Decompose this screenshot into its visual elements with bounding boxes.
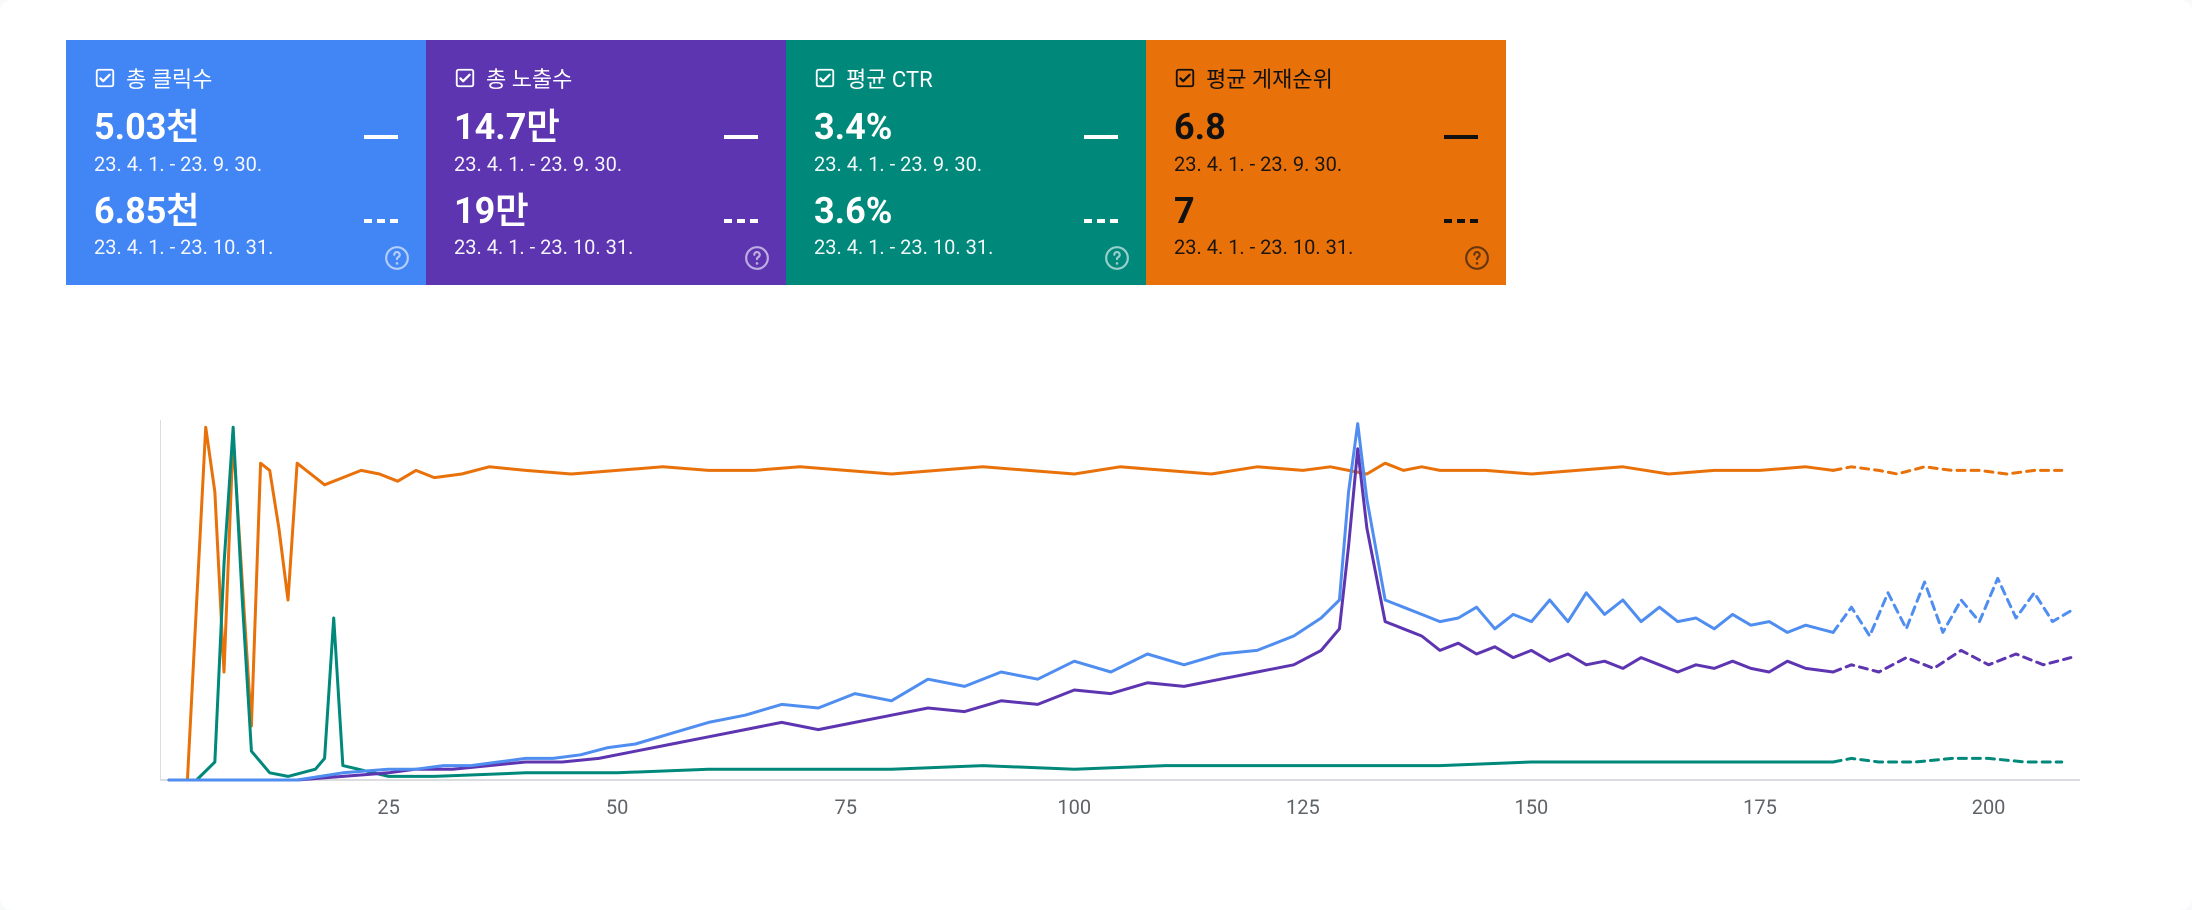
date-range-secondary: 23. 4. 1. - 23. 10. 31. (814, 235, 1118, 259)
metric-row-secondary: 6.85천 (94, 192, 398, 232)
solid-line-indicator-icon (724, 135, 758, 139)
metric-card-ctr[interactable]: 평균 CTR 3.4% 23. 4. 1. - 23. 9. 30. 3.6% … (786, 40, 1146, 285)
metric-value-secondary: 6.85천 (94, 192, 200, 232)
metric-row-secondary: 3.6% (814, 192, 1118, 232)
card-label: 총 노출수 (486, 62, 572, 94)
card-header: 총 노출수 (454, 62, 758, 94)
help-icon[interactable] (1464, 245, 1490, 271)
help-icon[interactable] (1104, 245, 1130, 271)
card-label: 평균 CTR (846, 62, 933, 94)
metric-value-secondary: 3.6% (814, 192, 892, 232)
dashed-line-indicator-icon (364, 219, 398, 223)
metric-value-primary: 6.8 (1174, 108, 1226, 148)
metric-row-primary: 14.7만 (454, 108, 758, 148)
checkbox-checked-icon (454, 67, 476, 89)
date-range-primary: 23. 4. 1. - 23. 9. 30. (814, 152, 1118, 176)
card-header: 총 클릭수 (94, 62, 398, 94)
card-header: 평균 CTR (814, 62, 1118, 94)
metric-value-secondary: 19만 (454, 192, 528, 232)
help-icon[interactable] (744, 245, 770, 271)
metric-value-secondary: 7 (1174, 192, 1195, 232)
metric-row-primary: 3.4% (814, 108, 1118, 148)
date-range-primary: 23. 4. 1. - 23. 9. 30. (1174, 152, 1478, 176)
solid-line-indicator-icon (1444, 135, 1478, 139)
dashed-line-indicator-icon (1444, 219, 1478, 223)
svg-text:125: 125 (1286, 795, 1320, 819)
svg-text:75: 75 (834, 795, 856, 819)
svg-text:150: 150 (1515, 795, 1549, 819)
date-range-primary: 23. 4. 1. - 23. 9. 30. (454, 152, 758, 176)
metric-card-clicks[interactable]: 총 클릭수 5.03천 23. 4. 1. - 23. 9. 30. 6.85천… (66, 40, 426, 285)
date-range-secondary: 23. 4. 1. - 23. 10. 31. (454, 235, 758, 259)
metric-row-primary: 5.03천 (94, 108, 398, 148)
metric-row-primary: 6.8 (1174, 108, 1478, 148)
svg-text:200: 200 (1972, 795, 2006, 819)
dashed-line-indicator-icon (724, 219, 758, 223)
checkbox-checked-icon (814, 67, 836, 89)
performance-line-chart: 25 50 75 100 125 150 175 200 (160, 420, 2120, 840)
svg-text:25: 25 (377, 795, 399, 819)
metric-value-primary: 14.7만 (454, 108, 560, 148)
metric-cards-row: 총 클릭수 5.03천 23. 4. 1. - 23. 9. 30. 6.85천… (66, 40, 1506, 285)
metric-row-secondary: 19만 (454, 192, 758, 232)
metric-card-position[interactable]: 평균 게재순위 6.8 23. 4. 1. - 23. 9. 30. 7 23.… (1146, 40, 1506, 285)
metric-card-impressions[interactable]: 총 노출수 14.7만 23. 4. 1. - 23. 9. 30. 19만 2… (426, 40, 786, 285)
solid-line-indicator-icon (1084, 135, 1118, 139)
metric-value-primary: 3.4% (814, 108, 892, 148)
analytics-panel: 총 클릭수 5.03천 23. 4. 1. - 23. 9. 30. 6.85천… (0, 0, 2192, 910)
checkbox-checked-icon (94, 67, 116, 89)
date-range-secondary: 23. 4. 1. - 23. 10. 31. (1174, 235, 1478, 259)
card-label: 평균 게재순위 (1206, 62, 1333, 94)
date-range-secondary: 23. 4. 1. - 23. 10. 31. (94, 235, 398, 259)
dashed-line-indicator-icon (1084, 219, 1118, 223)
svg-text:100: 100 (1057, 795, 1091, 819)
card-label: 총 클릭수 (126, 62, 212, 94)
svg-text:175: 175 (1743, 795, 1777, 819)
checkbox-checked-icon (1174, 67, 1196, 89)
card-header: 평균 게재순위 (1174, 62, 1478, 94)
date-range-primary: 23. 4. 1. - 23. 9. 30. (94, 152, 398, 176)
svg-text:50: 50 (606, 795, 628, 819)
solid-line-indicator-icon (364, 135, 398, 139)
metric-row-secondary: 7 (1174, 192, 1478, 232)
help-icon[interactable] (384, 245, 410, 271)
metric-value-primary: 5.03천 (94, 108, 200, 148)
